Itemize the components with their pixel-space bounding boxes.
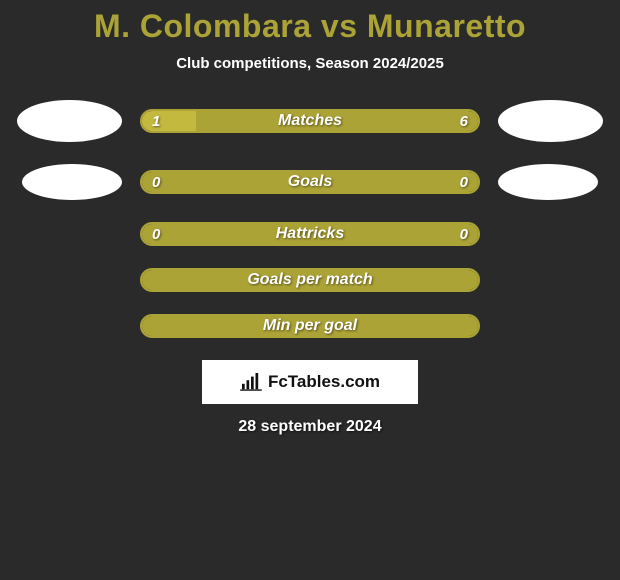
stat-bar: 0Goals0 bbox=[140, 170, 480, 194]
comparison-widget: M. Colombara vs Munaretto Club competiti… bbox=[0, 0, 620, 436]
attribution-badge: FcTables.com bbox=[202, 360, 418, 404]
stat-label: Goals bbox=[142, 172, 478, 192]
player-avatar-right bbox=[498, 100, 603, 142]
player-avatar-left bbox=[17, 100, 122, 142]
stat-bar: 0Hattricks0 bbox=[140, 222, 480, 246]
stat-row: 1Matches6 bbox=[0, 100, 620, 142]
stat-value-right: 0 bbox=[460, 224, 468, 244]
stat-row: 0Goals0 bbox=[0, 164, 620, 200]
date-label: 28 september 2024 bbox=[0, 418, 620, 436]
stat-value-right: 6 bbox=[460, 111, 468, 131]
attribution-text: FcTables.com bbox=[268, 372, 380, 392]
stat-row: Min per goal bbox=[0, 314, 620, 338]
stat-label: Min per goal bbox=[142, 316, 478, 336]
stat-bar: Goals per match bbox=[140, 268, 480, 292]
stat-label: Matches bbox=[142, 111, 478, 131]
stats-list: 1Matches60Goals00Hattricks0Goals per mat… bbox=[0, 100, 620, 338]
stat-bar: Min per goal bbox=[140, 314, 480, 338]
page-title: M. Colombara vs Munaretto bbox=[0, 8, 620, 45]
stat-label: Hattricks bbox=[142, 224, 478, 244]
stat-row: Goals per match bbox=[0, 268, 620, 292]
stat-label: Goals per match bbox=[142, 270, 478, 290]
stat-bar: 1Matches6 bbox=[140, 109, 480, 133]
player-avatar-left bbox=[22, 164, 122, 200]
subtitle: Club competitions, Season 2024/2025 bbox=[0, 55, 620, 72]
bar-chart-icon bbox=[240, 373, 262, 391]
stat-row: 0Hattricks0 bbox=[0, 222, 620, 246]
player-avatar-right bbox=[498, 164, 598, 200]
stat-value-right: 0 bbox=[460, 172, 468, 192]
